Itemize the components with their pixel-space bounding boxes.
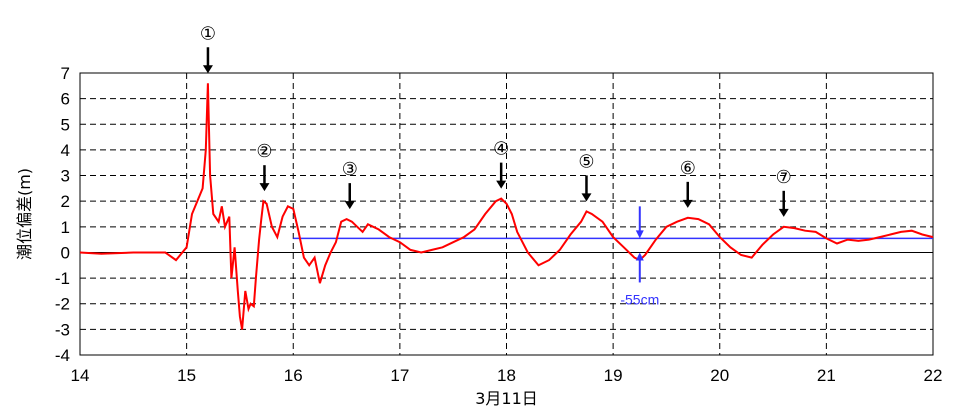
x-tick-label: 20 bbox=[710, 366, 729, 385]
y-tick-label: 2 bbox=[61, 192, 70, 211]
y-tick-label: 4 bbox=[61, 141, 70, 160]
y-tick-label: -3 bbox=[55, 320, 70, 339]
x-tick-label: 21 bbox=[817, 366, 836, 385]
marker-arrow-head bbox=[496, 180, 507, 189]
y-tick-label: -2 bbox=[55, 295, 70, 314]
marker-label: ② bbox=[256, 141, 272, 162]
y-tick-label: 1 bbox=[61, 218, 70, 237]
marker-arrow-head bbox=[259, 183, 270, 192]
event-markers: ① ② ③ ④ ⑤ ⑥ ⑦ bbox=[200, 23, 792, 217]
annotation-arrow-top-head bbox=[635, 230, 644, 239]
marker-label: ⑥ bbox=[680, 158, 696, 179]
x-axis-label: 3月11日 bbox=[475, 389, 538, 408]
x-tick-label: 14 bbox=[71, 366, 90, 385]
y-tick-labels: -4 -3 -2 -1 0 1 2 3 4 5 6 7 bbox=[55, 64, 70, 365]
plot-frame bbox=[79, 72, 934, 356]
marker-arrow-head bbox=[344, 201, 355, 210]
y-tick-label: 5 bbox=[61, 115, 70, 134]
marker-label: ③ bbox=[342, 159, 358, 180]
x-tick-label: 19 bbox=[604, 366, 623, 385]
marker-label: ④ bbox=[493, 139, 509, 160]
marker-arrow-head bbox=[202, 65, 213, 74]
marker-label: ① bbox=[200, 23, 216, 44]
annotation-label: -55cm bbox=[620, 291, 659, 307]
y-tick-label: 3 bbox=[61, 167, 70, 186]
x-tick-label: 22 bbox=[924, 366, 943, 385]
x-tick-label: 15 bbox=[177, 366, 196, 385]
x-tick-label: 18 bbox=[497, 366, 516, 385]
marker-arrow-head bbox=[581, 193, 592, 202]
y-tick-label: -1 bbox=[55, 269, 70, 288]
y-axis-label: 潮位偏差(m) bbox=[15, 168, 34, 260]
series-line-tide-deviation bbox=[79, 83, 934, 330]
x-tick-label: 16 bbox=[284, 366, 303, 385]
marker-arrow-head bbox=[778, 208, 789, 217]
marker-label: ⑤ bbox=[578, 151, 594, 172]
x-tick-label: 17 bbox=[390, 366, 409, 385]
marker-label: ⑦ bbox=[776, 167, 792, 188]
grid-lines bbox=[80, 73, 933, 355]
y-tick-label: -4 bbox=[55, 346, 70, 365]
y-tick-label: 7 bbox=[61, 64, 70, 83]
depth-annotation: -55cm bbox=[620, 206, 659, 307]
y-tick-label: 0 bbox=[61, 243, 70, 262]
annotation-arrow-bottom-head bbox=[635, 252, 644, 261]
marker-arrow-head bbox=[682, 199, 693, 208]
x-tick-labels: 14 15 16 17 18 19 20 21 22 bbox=[71, 366, 943, 385]
y-tick-label: 6 bbox=[61, 90, 70, 109]
